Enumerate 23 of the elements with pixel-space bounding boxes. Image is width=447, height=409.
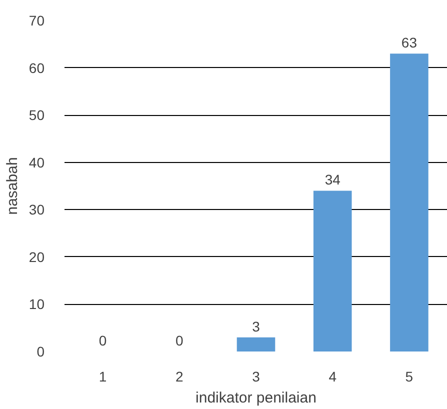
y-tick-label: 60 (28, 60, 45, 76)
y-axis-title: nasabah (4, 157, 21, 215)
y-tick-label: 30 (28, 202, 45, 218)
y-tick-label: 20 (28, 248, 45, 265)
data-label: 3 (252, 318, 260, 334)
bar (313, 190, 352, 352)
y-tick-label: 10 (28, 296, 45, 312)
x-axis-title: indikator penilaian (196, 390, 316, 406)
bar (390, 54, 428, 352)
y-tick-label: 40 (28, 154, 45, 170)
x-tick-label: 1 (98, 368, 107, 384)
y-tick-label: 0 (36, 344, 45, 360)
data-label: 34 (324, 172, 341, 188)
y-tick-label: 70 (28, 12, 45, 28)
x-tick-label: 3 (252, 368, 260, 384)
x-tick-label: 4 (328, 368, 337, 384)
x-tick-label: 5 (405, 368, 414, 384)
data-label: 0 (98, 332, 107, 348)
y-tick-label: 50 (28, 107, 45, 124)
bar (236, 337, 276, 352)
x-tick-label: 2 (176, 368, 184, 384)
data-label: 63 (401, 34, 418, 51)
data-label: 0 (176, 332, 184, 348)
